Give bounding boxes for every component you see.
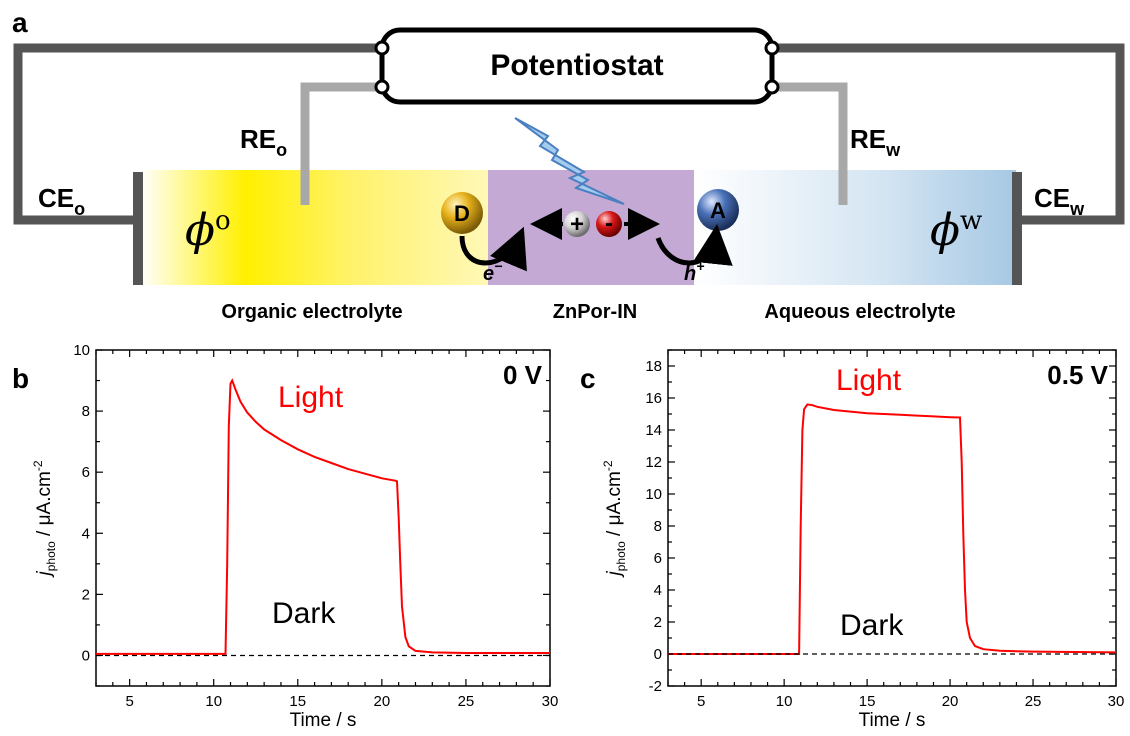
aqueous-phase-region: [694, 170, 1016, 285]
lightning-bolt-icon: [514, 117, 625, 205]
y-tick-label: 16: [645, 390, 662, 407]
acceptor-sphere-icon: [697, 189, 739, 231]
electron-label: e−: [483, 258, 502, 285]
interface-region: [488, 170, 696, 285]
re-aqueous-label: REw: [850, 124, 901, 160]
y-tick-label: 18: [645, 358, 662, 375]
chart-c: 5 10 15 20 25 30 -2 0 2 4 6 8 10 12 14 16 18 0.5 V Light Da…: [601, 349, 1125, 731]
aqueous-electrolyte-label: Aqueous electrolyte: [764, 301, 955, 323]
y-tick-label: 6: [82, 464, 90, 481]
y-axis-label: jphoto / μA.cm-2: [601, 460, 628, 578]
photocurrent-series-line: [96, 378, 550, 655]
chart-title: 0.5 V: [1047, 360, 1108, 390]
x-axis-label: Time / s: [859, 710, 926, 731]
x-tick-label: 25: [458, 693, 475, 710]
hole-ball-icon: [564, 211, 590, 237]
dark-annotation: Dark: [272, 597, 336, 630]
x-tick-label: 5: [125, 693, 133, 710]
plot-frame: [667, 349, 1117, 687]
terminal-icon: [374, 40, 390, 56]
panel-b-label: b: [12, 363, 29, 394]
minus-label: -: [605, 210, 613, 237]
x-tick-label: 15: [859, 693, 876, 710]
plus-label: +: [570, 211, 584, 238]
x-tick-label: 25: [1025, 693, 1042, 710]
hole-transfer-arrow-icon: [655, 224, 733, 266]
terminal-icon: [374, 79, 390, 95]
y-tick-label: 8: [654, 518, 662, 535]
panel-a-label: a: [12, 7, 28, 38]
light-annotation: Light: [278, 381, 344, 414]
ce-aqueous-electrode: [1012, 172, 1022, 285]
acceptor-label: A: [710, 198, 726, 223]
donor-label: D: [454, 201, 470, 226]
x-tick-label: 30: [1108, 693, 1125, 710]
phi-aqueous-label: ϕw: [930, 205, 982, 256]
x-tick-label: 20: [942, 693, 959, 710]
y-tick-label: 2: [654, 614, 662, 631]
organic-phase-region: [140, 170, 490, 285]
electron-ball-icon: [596, 211, 622, 237]
y-tick-label: -2: [649, 678, 662, 695]
y-tick-label: 12: [645, 454, 662, 471]
chart-b: 5 10 15 20 25 30 0 2 4 6 8 10 0 V Light Dark Time / s jp…: [31, 342, 558, 731]
photocurrent-series-line: [668, 403, 1117, 655]
x-tick-label: 30: [542, 693, 559, 710]
potentiostat-label: Potentiostat: [490, 49, 663, 82]
donor-sphere-icon: [441, 192, 483, 234]
y-tick-label: 8: [82, 403, 90, 420]
ce-organic-label: CEo: [38, 183, 85, 219]
hole-label: h+: [684, 258, 704, 285]
y-tick-label: 0: [654, 646, 662, 663]
interface-label: ZnPor-IN: [553, 301, 637, 323]
y-tick-label: 2: [82, 586, 90, 603]
y-tick-label: 6: [654, 550, 662, 567]
re-organic-label: REo: [240, 124, 287, 160]
x-tick-label: 5: [697, 693, 705, 710]
y-tick-label: 14: [645, 422, 662, 439]
phi-organic-label: ϕo: [185, 205, 231, 256]
plot-frame: [95, 349, 551, 687]
organic-electrolyte-label: Organic electrolyte: [221, 301, 402, 323]
ce-wiring: [13, 43, 1125, 225]
terminal-icon: [764, 40, 780, 56]
x-tick-label: 10: [205, 693, 222, 710]
x-tick-label: 15: [289, 693, 306, 710]
panel-c-label: c: [580, 363, 596, 394]
potentiostat-box: Potentiostat: [374, 27, 780, 105]
y-tick-label: 10: [645, 486, 662, 503]
y-tick-label: 0: [82, 647, 90, 664]
dark-annotation: Dark: [840, 609, 904, 642]
chart-title: 0 V: [503, 360, 543, 390]
y-tick-label: 4: [82, 525, 90, 542]
electron-transfer-arrow-icon: [459, 226, 527, 272]
x-axis-label: Time / s: [290, 710, 357, 731]
ce-organic-electrode: [133, 172, 143, 285]
x-tick-label: 10: [776, 693, 793, 710]
y-tick-label: 10: [73, 342, 90, 359]
light-annotation: Light: [836, 364, 902, 397]
x-tick-label: 20: [374, 693, 391, 710]
ce-aqueous-label: CEw: [1034, 183, 1085, 219]
y-tick-label: 4: [654, 582, 662, 599]
y-axis-label: jphoto / μA.cm-2: [31, 460, 58, 578]
panel-a-schematic: a Potentiostat REo REw CEo: [12, 7, 1125, 323]
terminal-icon: [764, 79, 780, 95]
re-wiring: [300, 82, 848, 205]
